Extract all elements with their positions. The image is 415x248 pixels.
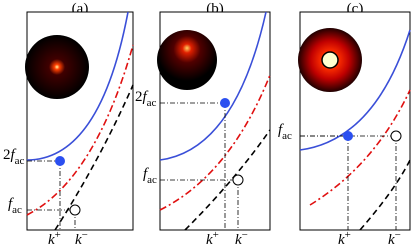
curve-blue: [299, 29, 411, 151]
inset: [157, 30, 217, 90]
k-superscript: −: [82, 229, 88, 241]
k-symbol: k: [48, 232, 55, 248]
level-symbol: f: [11, 147, 17, 163]
curve-black: [184, 129, 271, 231]
curve-black: [359, 159, 411, 231]
filled-point: [220, 98, 230, 108]
k-superscript: −: [395, 229, 401, 241]
k-symbol: k: [75, 232, 82, 248]
k-symbol: k: [388, 232, 395, 248]
level-subscript: ac: [147, 174, 157, 186]
k-symbol: k: [235, 232, 242, 248]
k-label: k−: [235, 229, 248, 248]
k-superscript: +: [213, 229, 219, 241]
level-label: 2fac: [135, 89, 157, 109]
k-symbol: k: [206, 232, 213, 248]
k-label: k−: [388, 229, 401, 248]
level-symbol: f: [143, 166, 149, 182]
inset-core: [321, 51, 339, 69]
level-coef: 2: [135, 89, 143, 105]
level-subscript: ac: [147, 97, 157, 109]
k-label: k−: [75, 229, 88, 248]
level-label: fac: [8, 196, 22, 216]
level-symbol: f: [278, 122, 284, 138]
level-symbol: f: [8, 196, 14, 212]
level-symbol: f: [143, 89, 149, 105]
level-label: fac: [278, 122, 292, 142]
k-label: k+: [206, 229, 219, 248]
curve-red: [26, 44, 134, 216]
k-symbol: k: [338, 232, 345, 248]
k-superscript: +: [55, 229, 61, 241]
k-superscript: +: [345, 229, 351, 241]
filled-point: [343, 131, 353, 141]
level-subscript: ac: [12, 204, 22, 216]
filled-point: [55, 156, 65, 166]
level-label: 2fac: [3, 147, 25, 167]
curve-blue: [159, 11, 267, 161]
k-label: k+: [338, 229, 351, 248]
open-point: [390, 130, 402, 142]
k-superscript: −: [242, 229, 248, 241]
k-label: k+: [48, 229, 61, 248]
curve-red: [159, 74, 271, 211]
curve-red: [309, 89, 411, 206]
curve-blue: [26, 11, 129, 161]
open-point: [69, 204, 81, 216]
open-point: [232, 174, 244, 186]
level-label: fac: [143, 166, 157, 186]
level-subscript: ac: [282, 130, 292, 142]
inset: [25, 35, 89, 99]
level-coef: 2: [3, 147, 11, 163]
curve-black: [54, 84, 134, 231]
level-subscript: ac: [15, 155, 25, 167]
